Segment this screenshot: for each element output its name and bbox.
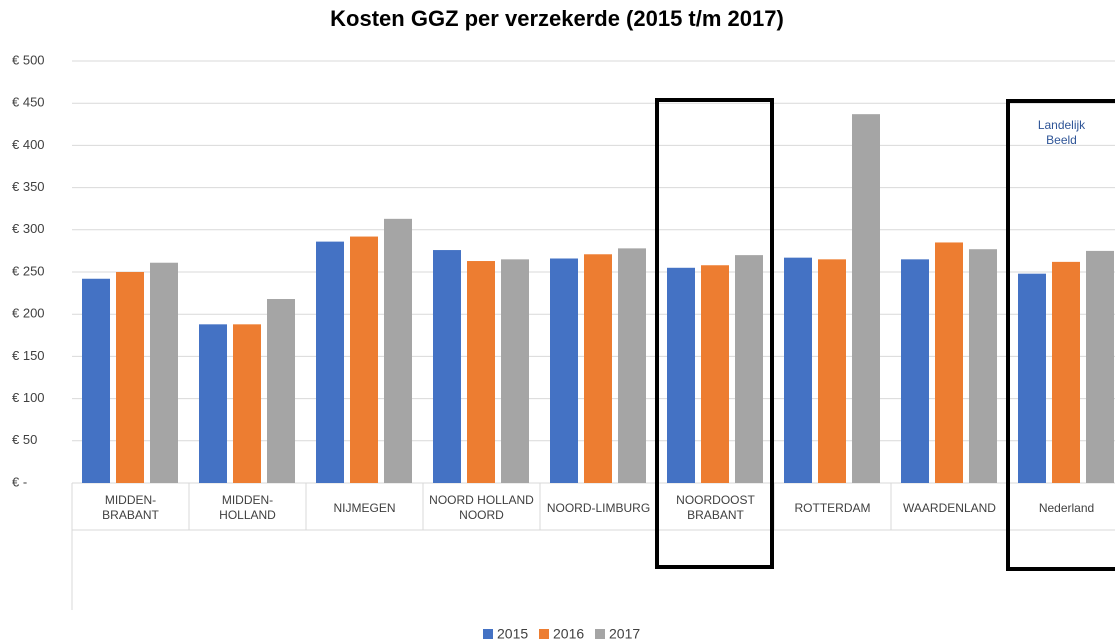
y-tick-label: € 400 [12, 137, 45, 152]
legend-label: 2017 [609, 626, 640, 642]
y-tick-label: € 500 [12, 52, 45, 67]
bar [350, 236, 378, 483]
bar [735, 255, 763, 483]
legend-swatch [483, 629, 493, 639]
bar [818, 259, 846, 483]
bar [584, 254, 612, 483]
annotation: Landelijk Beeld [1037, 118, 1086, 147]
bar [784, 257, 812, 483]
bar [969, 249, 997, 483]
x-tick-label: NOORD-LIMBURG [546, 500, 651, 515]
bar [667, 267, 695, 483]
y-tick-label: € 450 [12, 95, 45, 110]
bar [501, 259, 529, 483]
bar [316, 241, 344, 483]
bar [467, 261, 495, 483]
x-tick-label: ROTTERDAM [794, 500, 871, 515]
x-tick-label: Nederland [1038, 500, 1095, 515]
y-tick-label: € 350 [12, 179, 45, 194]
x-tick-label: MIDDEN- BRABANT [102, 493, 159, 522]
bar [82, 278, 110, 483]
bar [150, 262, 178, 483]
x-tick-label: MIDDEN- HOLLAND [219, 493, 276, 522]
bar [116, 272, 144, 483]
bar [1086, 250, 1114, 483]
legend-swatch [539, 629, 549, 639]
highlight-box [655, 98, 774, 569]
bar [384, 218, 412, 483]
bar [935, 242, 963, 483]
bar [233, 324, 261, 483]
y-tick-label: € 250 [12, 263, 45, 278]
x-tick-label: NOORDOOST BRABANT [676, 493, 755, 522]
x-tick-label: WAARDENLAND [903, 500, 996, 515]
bar [701, 265, 729, 483]
y-tick-label: € 200 [12, 306, 45, 321]
chart-title: Kosten GGZ per verzekerde (2015 t/m 2017… [330, 6, 784, 31]
y-tick-label: € 300 [12, 221, 45, 236]
x-tick-label: NOORD HOLLAND NOORD [429, 493, 534, 522]
x-tick-label: NIJMEGEN [333, 500, 396, 515]
y-tick-label: € - [12, 474, 27, 489]
bar [618, 248, 646, 483]
bar [901, 259, 929, 483]
y-tick-label: € 50 [12, 432, 37, 447]
y-tick-label: € 100 [12, 390, 45, 405]
bar [1018, 273, 1046, 483]
bar [852, 114, 880, 483]
bar [199, 324, 227, 483]
legend-label: 2015 [497, 626, 528, 642]
legend-swatch [595, 629, 605, 639]
bar [433, 250, 461, 483]
highlight-box [1006, 99, 1115, 571]
bar [550, 258, 578, 483]
bar [267, 299, 295, 483]
legend-label: 2016 [553, 626, 584, 642]
y-tick-label: € 150 [12, 348, 45, 363]
bar [1052, 261, 1080, 483]
